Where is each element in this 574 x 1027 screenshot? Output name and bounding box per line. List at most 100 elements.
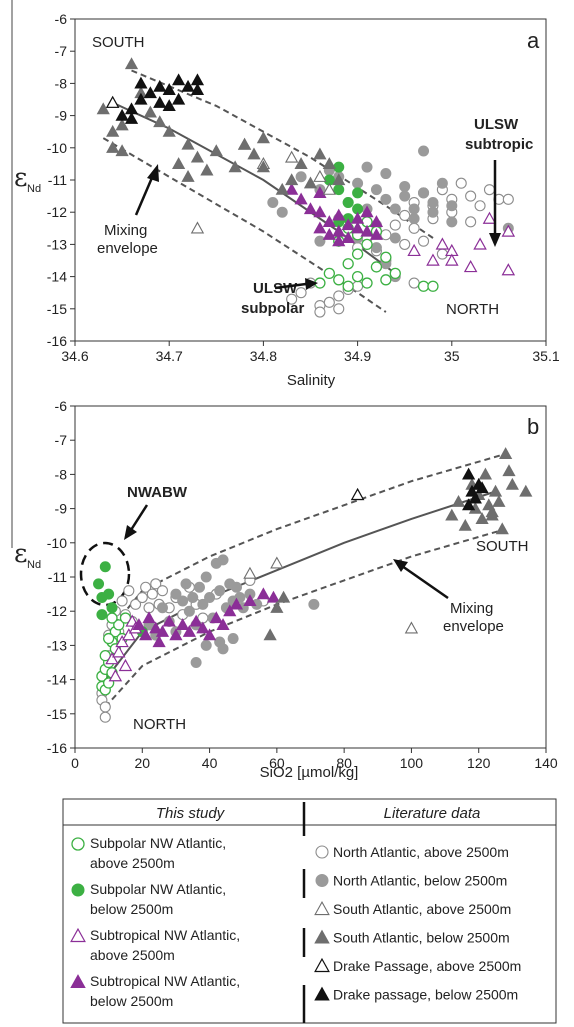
panel-b-point-study-sp-above [102,632,115,645]
panel-a-point-study-st-above [482,211,497,224]
panel-a-mixing-1: Mixing [104,222,147,239]
panel-a-point-study-st-below [369,215,384,227]
legend-marker-study-sp-above [71,837,85,851]
panel-b-point-lit-sa-below [519,484,533,497]
panel-a-point-lit-na-below [380,168,392,180]
panel-a-point-lit-na-above [474,200,486,212]
panel-b-point-lit-na-above [116,595,128,607]
panel-a-point-lit-na-below [399,180,411,192]
panel-a-point-study-sp-above [351,248,364,260]
panel-a-point-lit-sa-below [115,144,129,157]
panel-a-point-study-st-above [501,224,516,237]
panel-b-point-lit-sa-below [505,477,519,490]
panel-b-point-lit-dp-above [350,487,365,501]
panel-a-point-lit-na-below [276,206,288,218]
panel-a-point-study-sp-above [342,258,354,270]
panel-b-point-study-st-below [169,628,183,641]
panel-a-point-lit-sa-below [190,150,205,163]
panel-a-point-lit-na-above [417,235,430,247]
panel-b-ylabel-sub: Nd [27,559,41,571]
panel-b-point-study-sp-below [93,578,105,590]
panel-a-point-lit-dp-below [190,83,205,95]
panel-b-point-lit-na-above [130,598,142,610]
panel-a-point-lit-sa-below [200,163,214,176]
panel-b-point-study-st-above [111,645,126,658]
panel-a-ulsw-subpolar-2: subpolar [241,300,305,317]
panel-b-ytick-label: -10 [47,535,67,551]
panel-b-point-study-st-above [105,652,119,665]
legend-marker-lit-sa-below [314,929,330,944]
panel-b-point-study-sp-below [106,602,118,614]
panel-b-ylabel: ε Nd [14,539,41,571]
legend-item-label: North Atlantic, below 2500m [333,873,507,889]
panel-b-xtick-label: 20 [134,755,150,771]
panel-a-point-lit-sa-above [190,221,205,234]
panel-a-point-lit-na-below [389,203,401,215]
panel-b-point-lit-na-above [99,701,111,713]
panel-b-arrow-mixing [401,564,449,600]
panel-a-point-study-sp-below [333,161,345,173]
panel-b-point-lit-na-below [200,639,212,651]
panel-a-point-study-st-below [332,234,346,247]
panel-a-point-lit-na-below [370,242,382,254]
panel-a-point-lit-dp-above [105,95,120,108]
panel-a-point-lit-na-below [314,235,326,247]
panel-b-point-lit-na-below [180,578,192,590]
panel-a-point-lit-sa-below [322,157,336,169]
panel-a-xtick-label: 34.9 [344,348,371,364]
legend-this-study-title: This study [156,805,226,822]
panel-a-point-lit-na-below [427,197,439,209]
panel-a-point-lit-na-above [502,193,514,205]
panel-b-point-study-st-below [209,611,223,624]
panel-a-point-lit-na-above [333,303,345,315]
panel-a-point-lit-na-below [380,193,392,205]
panel-a-envelope-upper [131,69,434,239]
panel-a-xtick-label: 35.1 [532,348,559,364]
panel-a-point-lit-na-above [352,280,364,292]
panel-a-ytick-label: -7 [55,43,68,59]
panel-b-point-study-sp-above [113,619,125,631]
panel-a-ticks: 34.6 34.7 34.8 34.9 35 35.1 -6 -7 -8 -9 -10 -11 -12 -… [47,11,560,364]
panel-b-point-lit-dp-below [475,481,489,494]
legend-frame [62,798,557,1024]
legend-item-label: Subpolar NW Atlantic, [90,835,226,851]
panel-a-point-lit-sa-below [275,182,289,195]
panel-a-point-lit-na-below [446,200,458,212]
panel-a-arrowhead-mixing [147,164,159,182]
panel-b-point-lit-na-below [227,633,239,645]
panel-b-south: SOUTH [476,538,529,555]
panel-b-point-lit-sa-below [276,590,291,603]
panel-a-ylabel: ε Nd [14,163,41,195]
panel-b-xtick-label: 100 [400,755,424,771]
panel-b-point-study-st-below [266,590,281,603]
panel-b-point-study-sp-below [103,588,115,600]
panel-a-ytick-label: -11 [48,172,67,188]
panel-b-point-lit-dp-below [468,491,482,504]
panel-b: 0 20 40 60 80 100 120 140 -6 -7 -8 -9 -10 -11 -12 -13 -1… [14,398,558,781]
panel-a-point-lit-dp-below [143,86,157,99]
panel-b-point-lit-sa-below [445,508,459,521]
panel-a-point-lit-na-below [446,216,458,228]
panel-b-point-study-st-above [108,669,123,682]
panel-b-xtick-label: 120 [467,755,491,771]
panel-a-ytick-label: -14 [47,269,67,285]
panel-a-point-lit-na-above [314,306,326,318]
panel-a-point-lit-na-below [352,177,364,189]
panel-a-point-lit-na-below [418,145,430,157]
panel-a-point-study-st-below [360,224,374,237]
panel-a-arrowhead-subpolar [305,278,318,290]
panel-a-ytick-label: -12 [47,204,67,220]
panel-a-point-study-sp-above [333,274,345,286]
panel-b-point-study-st-below [202,628,217,641]
panel-b-arrow-nwabw [129,504,149,531]
panel-a-ytick-label: -10 [47,140,67,156]
panel-a-point-study-sp-above [361,238,373,251]
panel-a-point-lit-na-above [389,219,401,231]
panel-b-point-lit-na-below [156,602,168,614]
panel-a-ulsw-subtropic-1: ULSW [474,116,519,133]
panel-b-point-study-st-below [223,604,237,617]
legend-right-column: North Atlantic, above 2500m North Atlanti… [314,844,521,1003]
panel-a-point-lit-na-above [455,177,467,189]
panel-a-point-lit-sa-above [322,182,337,195]
